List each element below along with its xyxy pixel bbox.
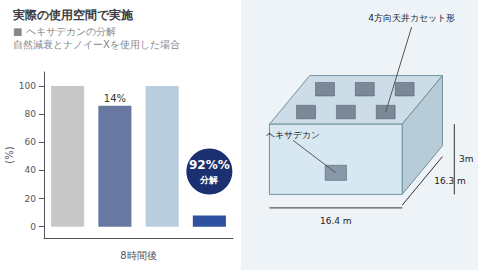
- svg-text:92%%: 92%%: [189, 158, 230, 172]
- svg-text:実際の使用空間で実施: 実際の使用空間で実施: [12, 8, 134, 22]
- svg-text:分解: 分解: [199, 175, 218, 185]
- svg-text:8時間後: 8時間後: [120, 250, 156, 261]
- svg-text:0: 0: [30, 222, 36, 232]
- svg-text:20: 20: [25, 194, 37, 204]
- svg-text:■ ヘキサデカンの分解: ■ ヘキサデカンの分解: [13, 26, 116, 37]
- svg-text:60: 60: [25, 137, 37, 147]
- svg-text:16.4 m: 16.4 m: [320, 216, 352, 226]
- svg-text:(%): (%): [4, 146, 15, 163]
- svg-text:14%: 14%: [104, 93, 126, 104]
- svg-text:3m: 3m: [459, 154, 474, 164]
- svg-text:40: 40: [25, 165, 37, 175]
- svg-text:80: 80: [25, 109, 37, 119]
- svg-text:ヘキサデカン: ヘキサデカン: [266, 130, 320, 140]
- svg-text:100: 100: [19, 81, 36, 91]
- svg-text:自然減衰とナノイーXを使用した場合: 自然減衰とナノイーXを使用した場合: [13, 39, 180, 50]
- svg-text:16.3 m: 16.3 m: [434, 176, 466, 186]
- svg-text:4方向天井カセット形: 4方向天井カセット形: [368, 13, 455, 23]
